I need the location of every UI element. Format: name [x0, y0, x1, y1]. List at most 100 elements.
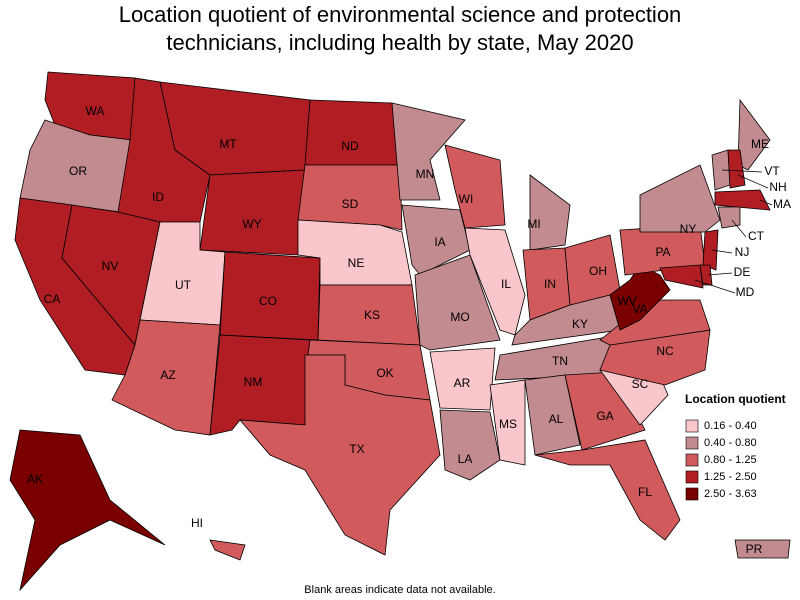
state-label: MN [416, 167, 435, 181]
map-title: technicians, including health by state, … [166, 30, 633, 55]
state-label: CO [259, 294, 277, 308]
leader-line [731, 219, 747, 238]
state-label: NE [348, 256, 365, 270]
state [401, 204, 471, 276]
state-label: WA [86, 104, 105, 118]
state [239, 354, 441, 556]
state [209, 539, 246, 561]
state-label: WY [242, 217, 261, 231]
state-label: OK [376, 366, 393, 380]
state-label: UT [175, 278, 192, 292]
state [529, 174, 571, 251]
state-label: MT [219, 137, 237, 151]
state-label: AR [454, 376, 471, 390]
state-label: NC [656, 344, 674, 358]
state-label: FL [638, 485, 652, 499]
leader-line [759, 199, 773, 206]
state [304, 99, 401, 166]
state-label: OR [69, 164, 87, 178]
state-label: AK [27, 472, 43, 486]
state-label: PA [655, 245, 670, 259]
state-label: WV [617, 294, 636, 308]
leader-line [707, 272, 733, 276]
state [444, 144, 506, 229]
state [717, 206, 741, 229]
state [111, 319, 221, 436]
state-label: KS [364, 308, 380, 322]
state-label: DE [734, 265, 751, 279]
state-label: TX [349, 442, 364, 456]
state [391, 102, 466, 201]
state-label: MA [773, 197, 791, 211]
legend-label: 0.40 - 0.80 [704, 437, 757, 449]
state-label: MS [499, 417, 517, 431]
state-label: AL [549, 412, 564, 426]
state-label: OH [589, 264, 607, 278]
state-label: MI [527, 217, 540, 231]
map-title: Location quotient of environmental scien… [119, 2, 682, 27]
state [714, 189, 771, 211]
state [489, 379, 526, 466]
legend-label: 0.80 - 1.25 [704, 454, 757, 466]
state-label: KY [572, 317, 588, 331]
state [524, 374, 581, 456]
state [727, 149, 746, 189]
state-label: IA [434, 235, 445, 249]
state [439, 409, 501, 481]
state [737, 98, 771, 171]
legend-swatch [685, 436, 699, 450]
state-label: NV [102, 259, 119, 273]
footnote: Blank areas indicate data not available. [304, 584, 495, 596]
state-label: MO [450, 310, 469, 324]
state [429, 347, 496, 411]
state-label: NJ [735, 245, 750, 259]
state-labels: WA OR CA NV ID MT WY UT CO AZ NM ND SD NE KS OK TX MN IA MO… [27, 104, 791, 556]
state-label: NH [769, 180, 786, 194]
state-label: SD [342, 197, 359, 211]
state-label: CA [44, 292, 61, 306]
state-label: VT [764, 164, 780, 178]
leader-line [737, 174, 769, 189]
state-label: NM [244, 375, 263, 389]
leader-line [711, 249, 733, 254]
state-label: CT [748, 229, 765, 243]
state-label: AZ [160, 368, 175, 382]
state-label: SC [632, 377, 649, 391]
state-label: IN [544, 277, 556, 291]
state-label: ND [341, 139, 359, 153]
state-label: MD [736, 285, 755, 299]
states [9, 71, 791, 592]
state-label: ID [152, 190, 164, 204]
leader-line [721, 169, 763, 173]
legend-label: 2.50 - 3.63 [704, 488, 757, 500]
state-label: WI [459, 192, 474, 206]
state [9, 429, 166, 592]
legend-swatch [685, 419, 699, 433]
state-label: GA [596, 409, 613, 423]
state [414, 254, 501, 351]
state-label: NY [680, 222, 697, 236]
legend: 0.16 - 0.40 0.40 - 0.80 0.80 - 1.25 1.25 - … [685, 419, 757, 501]
state [639, 164, 721, 233]
state-label: HI [191, 516, 203, 530]
legend-title: Location quotient [685, 392, 786, 406]
state [297, 164, 403, 231]
state-label: ME [751, 137, 769, 151]
state-label: TN [552, 354, 568, 368]
legend-label: 1.25 - 2.50 [704, 471, 757, 483]
state-label: PR [746, 542, 763, 556]
state [534, 439, 681, 541]
legend-swatch [685, 487, 699, 501]
state [199, 169, 306, 256]
state [702, 229, 719, 271]
legend-swatch [685, 470, 699, 484]
state-label: VA [632, 302, 647, 316]
legend-label: 0.16 - 0.40 [704, 420, 757, 432]
state [734, 539, 791, 559]
state [659, 264, 704, 289]
state [609, 264, 671, 331]
leader-line [694, 279, 736, 294]
state-label: LA [458, 452, 473, 466]
legend-swatch [685, 453, 699, 467]
